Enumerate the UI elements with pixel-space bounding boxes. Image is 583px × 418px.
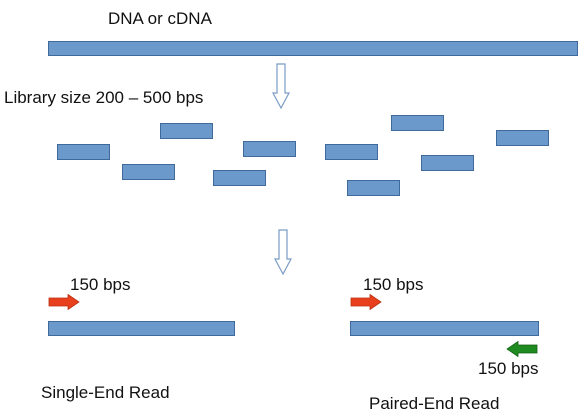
library-fragment [391, 115, 444, 131]
source-dna-bar [48, 41, 578, 56]
down-arrow-icon [274, 229, 292, 275]
library-fragment [122, 164, 175, 180]
reverse-read-arrow-icon [506, 341, 538, 357]
library-fragment [57, 144, 110, 160]
single-end-read-title: Single-End Read [41, 383, 170, 402]
forward-read-arrow-icon [48, 294, 80, 310]
library-fragment [496, 130, 549, 146]
library-size-label: Library size 200 – 500 bps [4, 88, 204, 107]
paired-end-forward-read-length-label: 150 bps [363, 275, 424, 294]
library-fragment [421, 155, 474, 171]
source-label: DNA or cDNA [108, 9, 212, 28]
forward-read-arrow-icon [350, 294, 382, 310]
single-end-read-length-label: 150 bps [70, 275, 131, 294]
single-end-fragment [48, 321, 235, 336]
library-fragment [213, 170, 266, 186]
down-arrow-icon [272, 63, 290, 109]
paired-end-reverse-read-length-label: 150 bps [478, 359, 539, 378]
library-fragment [347, 180, 400, 196]
library-fragment [325, 144, 378, 160]
library-fragment [243, 141, 296, 157]
paired-end-fragment [350, 321, 539, 336]
paired-end-read-title: Paired-End Read [369, 394, 500, 413]
library-fragment [160, 123, 213, 139]
